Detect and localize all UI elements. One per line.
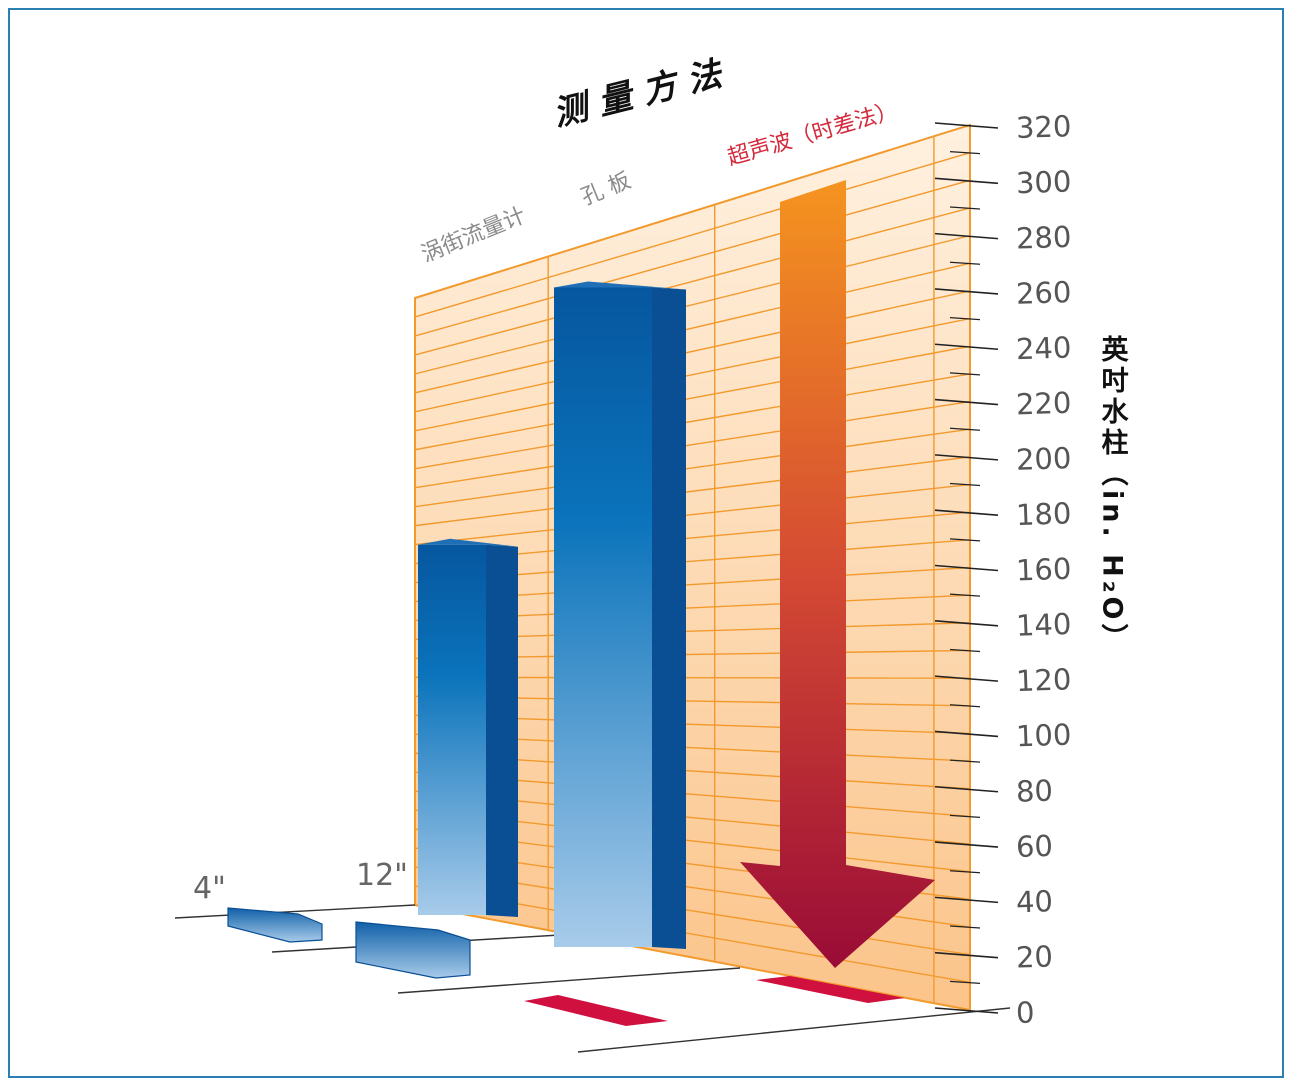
y-minor-tick bbox=[949, 206, 981, 210]
y-tick-label: 40 bbox=[1015, 884, 1053, 919]
floor-line bbox=[397, 967, 741, 994]
y-minor-tick bbox=[949, 372, 981, 376]
y-tick bbox=[934, 509, 999, 516]
grid-line bbox=[414, 290, 971, 413]
grid-line bbox=[414, 428, 971, 508]
y-tick-label: 320 bbox=[1015, 109, 1072, 145]
y-tick bbox=[934, 896, 999, 904]
y-tick-label: 20 bbox=[1015, 939, 1053, 974]
y-tick bbox=[934, 288, 999, 295]
y-tick-label: 240 bbox=[1015, 330, 1072, 366]
depth-label: 12" bbox=[356, 858, 408, 893]
bar-top bbox=[554, 281, 686, 290]
y-minor-tick bbox=[949, 870, 981, 874]
grid-line bbox=[414, 373, 971, 470]
y-tick bbox=[934, 1007, 999, 1014]
bar-side bbox=[486, 544, 518, 917]
grid-line bbox=[414, 179, 971, 337]
y-tick-label: 0 bbox=[1015, 995, 1035, 1030]
chart-floor bbox=[174, 904, 1011, 1053]
y-tick bbox=[934, 730, 999, 738]
grid-line bbox=[414, 456, 971, 527]
y-minor-tick bbox=[949, 759, 981, 763]
floor-line bbox=[577, 1007, 1011, 1053]
y-tick bbox=[934, 177, 999, 185]
grid-line bbox=[414, 483, 971, 546]
y-minor-tick bbox=[949, 980, 981, 984]
y-tick bbox=[934, 564, 999, 572]
y-axis: 0 20 40 60 80 100 120 140 160 180 200 220 240 260 280 3… bbox=[934, 109, 1072, 1030]
y-minor-tick bbox=[949, 704, 981, 708]
y-tick-label: 180 bbox=[1015, 496, 1072, 532]
y-tick-label: 260 bbox=[1015, 275, 1072, 311]
y-tick-label: 280 bbox=[1015, 220, 1072, 256]
grid-line bbox=[414, 234, 971, 375]
y-tick-label: 300 bbox=[1015, 164, 1072, 200]
y-tick bbox=[934, 951, 999, 959]
bar-orifice-12in bbox=[554, 281, 686, 950]
bar-ultrasonic-12in bbox=[756, 976, 905, 1003]
bar-vortex-12in bbox=[418, 538, 518, 917]
y-tick-label: 100 bbox=[1015, 718, 1072, 754]
y-minor-tick bbox=[949, 482, 981, 487]
y-tick-label: 60 bbox=[1015, 829, 1053, 864]
y-tick bbox=[934, 454, 999, 461]
floor-line bbox=[174, 904, 416, 919]
grid-line bbox=[414, 904, 971, 1011]
y-minor-tick bbox=[949, 316, 981, 321]
category-label: 孔 板 bbox=[578, 168, 635, 210]
y-minor-tick bbox=[949, 151, 981, 155]
bar-vortex-4in bbox=[227, 907, 323, 943]
chart-bars bbox=[227, 180, 935, 1026]
y-tick-label: 200 bbox=[1015, 441, 1072, 477]
y-minor-tick bbox=[949, 925, 981, 929]
depth-label: 4" bbox=[193, 871, 226, 906]
bar-top bbox=[418, 538, 518, 547]
category-label: 涡街流量计 bbox=[418, 203, 529, 267]
y-tick-label: 120 bbox=[1015, 662, 1072, 698]
y-minor-tick bbox=[949, 814, 981, 819]
y-tick-label: 80 bbox=[1015, 773, 1053, 808]
y-minor-tick bbox=[949, 593, 981, 597]
y-tick bbox=[934, 122, 999, 129]
y-tick bbox=[934, 398, 999, 406]
y-tick-label: 220 bbox=[1015, 386, 1072, 422]
y-tick bbox=[934, 785, 999, 793]
y-tick bbox=[934, 232, 999, 240]
y-minor-tick bbox=[949, 427, 981, 431]
bar-front bbox=[554, 287, 652, 948]
ultrasonic-arrow bbox=[740, 180, 935, 968]
y-minor-tick bbox=[949, 648, 981, 653]
grid-line bbox=[414, 317, 971, 432]
y-tick bbox=[934, 343, 999, 351]
bar-side bbox=[652, 287, 686, 950]
grid-line bbox=[414, 262, 971, 394]
bar-orifice-4in bbox=[355, 921, 471, 979]
grid-line bbox=[414, 207, 971, 356]
y-minor-tick bbox=[949, 261, 981, 265]
y-tick-label: 160 bbox=[1015, 552, 1072, 588]
y-tick bbox=[934, 841, 999, 848]
bar-ultrasonic-4in bbox=[524, 995, 668, 1026]
chart-title: 测 量 方 法 bbox=[549, 53, 728, 134]
grid-line bbox=[414, 151, 971, 318]
y-tick bbox=[934, 675, 999, 682]
y-tick-label: 140 bbox=[1015, 607, 1072, 643]
y-axis-title: 英吋水柱（in. H₂O） bbox=[1097, 335, 1129, 655]
y-tick bbox=[934, 620, 999, 627]
y-minor-tick bbox=[949, 538, 981, 542]
bar-front bbox=[418, 544, 486, 915]
grid-line bbox=[414, 124, 971, 299]
grid-line bbox=[414, 345, 971, 451]
grid-line bbox=[414, 400, 971, 489]
